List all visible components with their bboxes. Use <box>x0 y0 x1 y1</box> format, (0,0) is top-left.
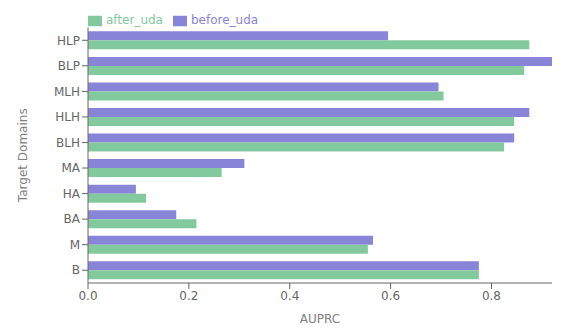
svg-text:HA: HA <box>63 187 81 201</box>
svg-text:BA: BA <box>64 212 81 226</box>
svg-text:AUPRC: AUPRC <box>300 312 340 326</box>
svg-text:Target Domains: Target Domains <box>16 108 30 203</box>
svg-text:0.6: 0.6 <box>381 289 400 303</box>
svg-text:0.4: 0.4 <box>280 289 299 303</box>
svg-text:0.2: 0.2 <box>179 289 198 303</box>
svg-text:BLP: BLP <box>58 59 80 73</box>
svg-text:0.8: 0.8 <box>482 289 501 303</box>
svg-text:MA: MA <box>61 161 80 175</box>
svg-text:BLH: BLH <box>56 136 80 150</box>
svg-text:HLP: HLP <box>57 34 80 48</box>
svg-text:B: B <box>72 263 80 277</box>
svg-text:HLH: HLH <box>55 110 80 124</box>
html-text:before_uda: before_uda <box>191 13 259 27</box>
svg-text:MLH: MLH <box>54 85 80 99</box>
svg-text:0.0: 0.0 <box>78 289 97 303</box>
svg-text:M: M <box>70 238 80 252</box>
html-text:after_uda: after_uda <box>106 13 163 27</box>
